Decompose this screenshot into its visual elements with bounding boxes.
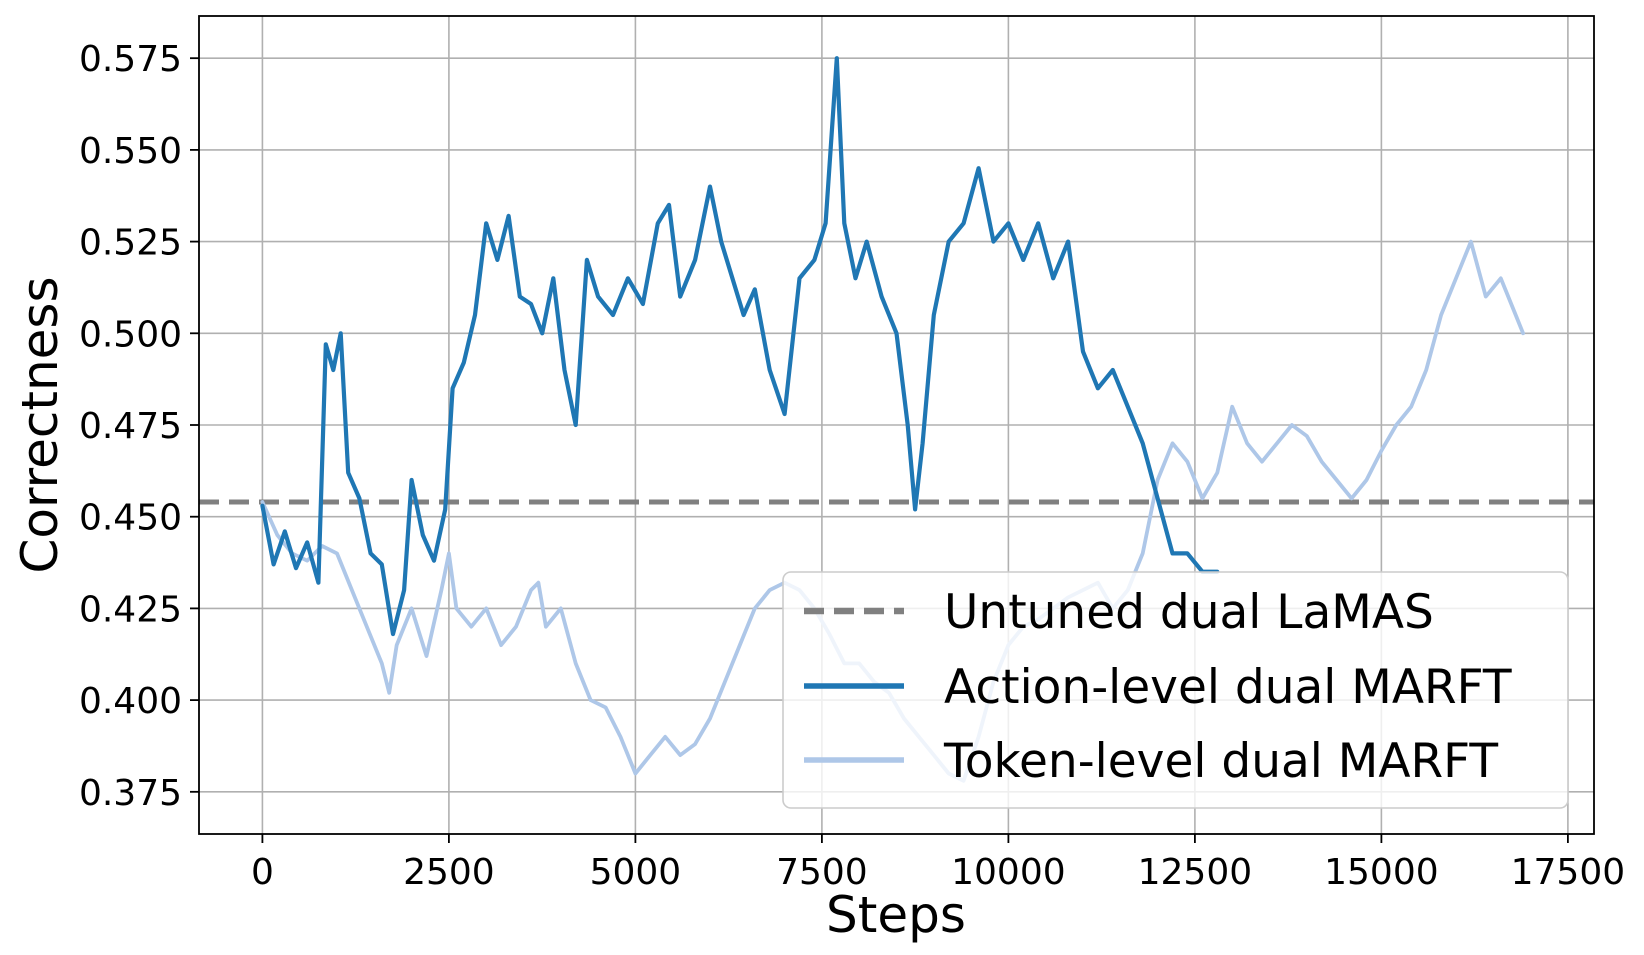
x-tick-label: 7500 [776,852,868,893]
x-tick-label: 17500 [1511,852,1626,893]
x-tick-label: 5000 [590,852,682,893]
y-tick-label: 0.550 [79,131,182,172]
y-tick-label: 0.475 [79,406,182,447]
legend-label-token-level: Token-level dual MARFT [943,734,1498,789]
y-tick-label: 0.450 [79,498,182,539]
y-axis-ticks: 0.375 0.400 0.425 0.450 0.475 0.500 0.525 0.550… [79,39,199,814]
x-tick-label: 2500 [403,852,495,893]
legend: Untuned dual LaMAS Action-level dual MAR… [782,571,1569,809]
x-axis-ticks: 0 2500 5000 7500 10000 12500 15000 17500 [251,834,1625,893]
legend-label-untuned: Untuned dual LaMAS [944,585,1434,640]
x-tick-label: 15000 [1324,852,1439,893]
x-tick-label: 12500 [1138,852,1253,893]
x-tick-label: 10000 [951,852,1066,893]
y-tick-label: 0.425 [79,589,182,630]
series-action-level-dual-marft-line [260,56,1220,637]
legend-label-action-level: Action-level dual MARFT [944,660,1512,715]
x-axis-title: Steps [826,886,966,944]
y-tick-label: 0.400 [79,681,182,722]
y-tick-label: 0.575 [79,39,182,80]
y-tick-label: 0.375 [79,773,182,814]
y-axis-title: Correctness [11,276,69,573]
y-tick-label: 0.500 [79,314,182,355]
legend-box [782,571,1569,809]
x-tick-label: 0 [251,852,274,893]
y-tick-label: 0.525 [79,223,182,264]
